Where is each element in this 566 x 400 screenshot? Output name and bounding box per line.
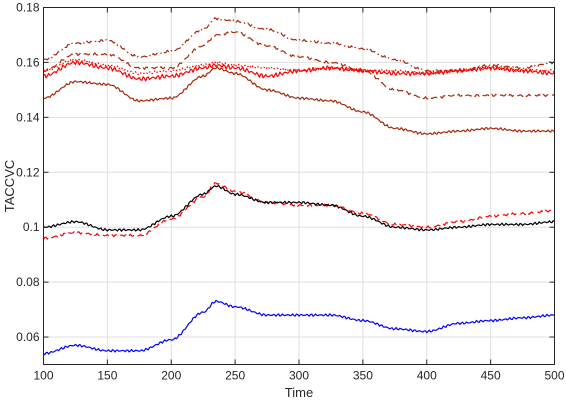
x-axis-label: Time [285, 385, 313, 400]
series-line-1 [43, 17, 555, 73]
series-line-8 [43, 299, 555, 356]
y-tick-label: 0.16 [16, 55, 40, 69]
x-tick-label: 350 [353, 369, 373, 383]
y-tick-label: 0.06 [16, 330, 40, 344]
series-line-7 [43, 184, 555, 232]
y-axis-label: TACCVC [2, 160, 17, 212]
x-tick-label: 500 [544, 369, 564, 383]
series-line-4 [43, 60, 555, 82]
series-line-6 [43, 182, 555, 240]
axis-ticks: 100 150 200 250 300 350 400 450 500 0.06 0.08 0.1 0.… [16, 1, 565, 383]
x-tick-label: 100 [33, 369, 53, 383]
y-tick-label: 0.08 [16, 275, 40, 289]
y-tick-label: 0.12 [16, 165, 40, 179]
y-tick-label: 0.1 [23, 220, 40, 234]
y-tick-label: 0.18 [16, 1, 40, 15]
series-line-2 [42, 31, 555, 100]
x-tick-label: 200 [161, 369, 181, 383]
x-tick-label: 450 [481, 369, 501, 383]
series-line-5 [43, 66, 555, 136]
x-tick-label: 400 [417, 369, 437, 383]
x-tick-label: 250 [225, 369, 245, 383]
series-line-3 [43, 58, 555, 76]
y-tick-label: 0.14 [16, 110, 40, 124]
series-lines [42, 17, 555, 356]
x-tick-label: 300 [289, 369, 309, 383]
x-tick-label: 150 [97, 369, 117, 383]
